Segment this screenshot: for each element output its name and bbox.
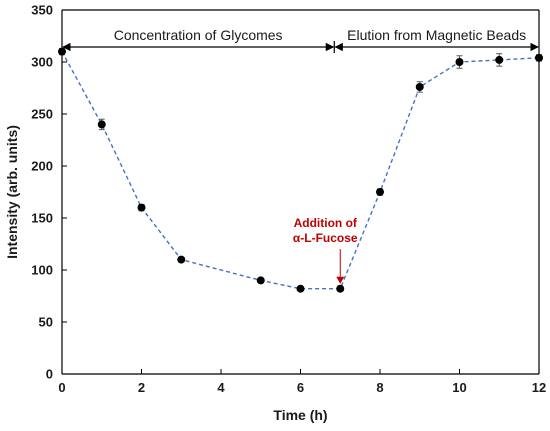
data-point	[455, 58, 464, 66]
x-tick-label: 6	[297, 380, 304, 395]
series-line	[61, 51, 540, 290]
data-point	[137, 203, 146, 212]
x-tick-label: 12	[532, 380, 546, 395]
y-tick-label: 150	[31, 211, 53, 226]
phase-brackets: Concentration of Glycomes Elution from Ma…	[62, 27, 539, 53]
x-tick-label: 8	[376, 380, 383, 395]
y-tick-label: 50	[39, 315, 53, 330]
annotation: Addition of α-L-Fucose	[293, 216, 358, 284]
x-tick-label: 4	[217, 380, 225, 395]
data-point	[256, 276, 265, 285]
annotation-line-2: α-L-Fucose	[293, 231, 358, 245]
y-tick-label: 100	[31, 263, 53, 278]
data-point	[336, 284, 345, 293]
y-tick-label: 200	[31, 159, 53, 174]
x-tick-label: 10	[452, 380, 466, 395]
data-point	[415, 82, 424, 91]
phase-label: Elution from Magnetic Beads	[347, 27, 526, 43]
data-series	[58, 47, 543, 293]
y-tick-label: 0	[46, 367, 53, 382]
data-point	[97, 120, 106, 129]
x-tick-label: 2	[138, 380, 145, 395]
annotation-arrowhead	[336, 276, 345, 284]
y-tick-label: 250	[31, 107, 53, 122]
data-point	[296, 284, 305, 293]
x-tick-label: 0	[58, 380, 65, 395]
y-axis-title: Intensity (arb. units)	[4, 125, 20, 259]
phase-label: Concentration of Glycomes	[114, 27, 283, 43]
x-axis-title: Time (h)	[273, 407, 327, 423]
y-tick-label: 350	[31, 3, 53, 18]
axis-ticks: 0 2 4 6 8 10 12 0 50 100 150 200 250 300 350	[31, 3, 546, 396]
y-tick-label: 300	[31, 55, 53, 70]
data-point	[495, 55, 504, 64]
data-point	[376, 188, 384, 196]
data-point	[177, 255, 186, 264]
annotation-line-1: Addition of	[294, 216, 358, 230]
